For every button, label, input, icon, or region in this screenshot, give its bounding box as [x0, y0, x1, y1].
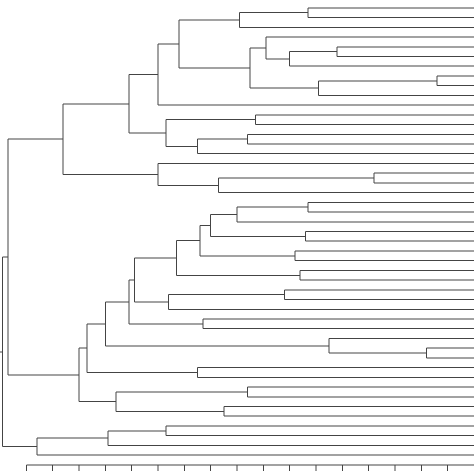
dendrogram: [0, 7, 474, 471]
